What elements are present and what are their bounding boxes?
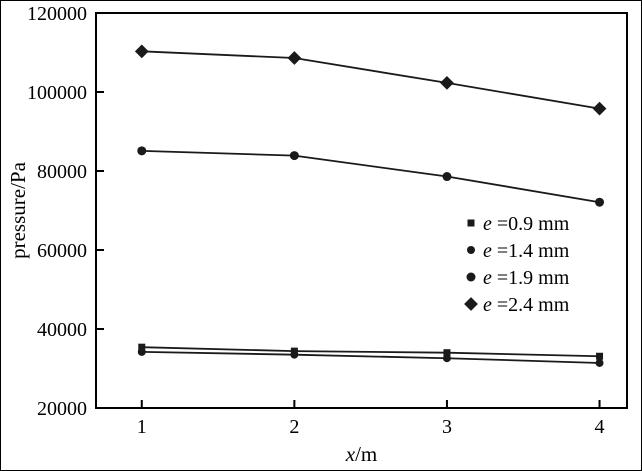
plot-frame (95, 12, 628, 409)
series-1-marker (595, 358, 604, 367)
x-tick-label: 2 (289, 416, 299, 438)
series-3-marker (592, 101, 607, 116)
series-3-marker (287, 51, 302, 65)
legend-marker-0 (467, 219, 475, 227)
y-tick-label: 120000 (27, 3, 87, 25)
series-2-marker (595, 197, 605, 207)
series-2-marker (289, 151, 299, 161)
series-line-1 (141, 351, 600, 364)
series-line-3 (141, 50, 600, 110)
series-3-marker (134, 44, 149, 59)
y-tick-label: 60000 (37, 240, 87, 262)
legend-marker-1 (467, 246, 475, 254)
y-tick-label: 40000 (37, 319, 87, 341)
legend-entry-label: e =0.9 mm (483, 213, 570, 235)
series-1-marker (137, 347, 146, 356)
y-tick-label: 80000 (37, 161, 87, 183)
legend-marker-3 (464, 297, 478, 311)
x-tick-label: 1 (137, 416, 147, 438)
legend-entry-label: e =1.4 mm (483, 240, 570, 262)
series-line-0 (141, 346, 600, 358)
series-0-marker (138, 343, 146, 351)
series-3-marker (440, 76, 454, 90)
y-tick-label: 100000 (27, 82, 87, 104)
legend-entry-label: e =2.4 mm (483, 294, 570, 316)
series-0-marker (596, 352, 604, 360)
series-line-2 (141, 149, 600, 204)
x-axis-label: x/m (345, 442, 378, 466)
series-2-marker (442, 172, 452, 182)
series-1-marker (442, 354, 451, 363)
legend-entry-label: e =1.9 mm (483, 267, 570, 289)
y-tick-label: 20000 (37, 398, 87, 420)
series-2-marker (137, 146, 147, 156)
y-axis-label: pressure/Pa (6, 161, 30, 258)
x-tick-label: 4 (595, 416, 605, 438)
series-1-marker (290, 350, 299, 359)
x-tick-label: 3 (442, 416, 452, 438)
series-0-marker (443, 349, 451, 357)
legend-marker-2 (466, 272, 476, 282)
